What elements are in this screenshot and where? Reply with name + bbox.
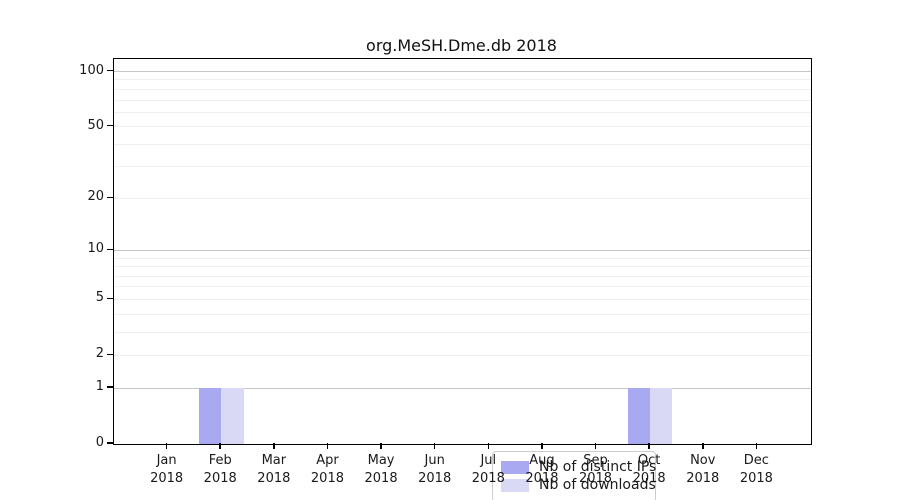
y-gridline-minor: [114, 166, 811, 168]
x-tick-label: Jun 2018: [418, 453, 452, 486]
y-tick-label: 50: [87, 117, 104, 133]
y-gridline-major: [114, 387, 811, 389]
chart-title: org.MeSH.Dme.db 2018: [366, 36, 557, 55]
x-tick-mark: [165, 443, 168, 449]
y-gridline-minor: [114, 99, 811, 101]
y-tick-label: 20: [87, 189, 104, 205]
x-tick-mark: [433, 443, 436, 449]
y-gridline-major: [114, 71, 811, 73]
y-tick-mark: [107, 442, 113, 444]
bar-distinct-ips: [627, 388, 651, 444]
y-gridline-minor: [114, 275, 811, 277]
y-gridline-minor: [114, 286, 811, 288]
y-tick-label: 100: [79, 62, 104, 78]
plot-area: Nb of distinct IPs Nb of downloads: [113, 58, 812, 500]
x-tick-mark: [702, 443, 704, 449]
y-gridline-major: [114, 250, 811, 251]
x-tick-mark: [219, 443, 221, 449]
x-tick-label: Sep 2018: [578, 453, 613, 486]
y-gridline-minor: [114, 331, 811, 333]
y-gridline-minor: [114, 197, 811, 199]
x-tick-mark: [487, 443, 490, 449]
legend-label-downloads: Nb of downloads: [539, 477, 656, 493]
x-tick-mark: [326, 443, 329, 449]
y-gridline-minor: [114, 257, 811, 259]
y-gridline-minor: [114, 266, 811, 268]
y-tick-label: 5: [95, 290, 104, 306]
x-tick-mark: [648, 443, 650, 449]
y-tick-mark: [107, 248, 113, 251]
y-tick-mark: [107, 386, 113, 388]
y-tick-label: 10: [87, 241, 104, 257]
y-tick-mark: [107, 297, 113, 300]
bar-downloads: [650, 388, 673, 444]
y-gridline-minor: [114, 313, 811, 315]
legend: Nb of distinct IPs Nb of downloads: [492, 451, 656, 500]
downloads-swatch: [501, 478, 529, 492]
x-tick-label: Apr 2018: [310, 453, 344, 486]
x-tick-label: Feb 2018: [203, 453, 237, 486]
y-tick-mark: [107, 69, 113, 72]
x-tick-label: Aug 2018: [525, 453, 559, 486]
x-tick-mark: [273, 443, 275, 449]
y-tick-mark: [107, 124, 113, 127]
x-tick-label: Dec 2018: [739, 453, 773, 486]
x-tick-label: May 2018: [364, 453, 398, 486]
legend-entry-distinct-ips: Nb of distinct IPs: [501, 459, 656, 475]
x-tick-label: Nov 2018: [686, 453, 720, 486]
distinct-ips-swatch: [501, 460, 529, 474]
x-tick-label: Oct 2018: [632, 453, 666, 486]
x-tick-label: Jul 2018: [471, 453, 505, 486]
x-tick-label: Jan 2018: [150, 453, 184, 486]
y-gridline-minor: [114, 79, 811, 81]
y-gridline-minor: [114, 111, 811, 113]
x-tick-mark: [541, 443, 543, 449]
legend-label-distinct-ips: Nb of distinct IPs: [539, 459, 657, 475]
x-tick-mark: [380, 443, 382, 449]
y-gridline-minor: [114, 298, 811, 300]
legend-entry-downloads: Nb of downloads: [501, 477, 656, 493]
x-tick-mark: [755, 443, 758, 449]
y-gridline-minor: [114, 126, 811, 128]
bar-downloads: [221, 388, 244, 444]
y-tick-label: 0: [95, 435, 104, 450]
y-gridline-minor: [114, 88, 811, 90]
x-tick-label: Mar 2018: [257, 453, 291, 486]
y-tick-mark: [107, 196, 113, 199]
x-tick-mark: [594, 443, 597, 449]
y-gridline-minor: [114, 354, 811, 356]
y-gridline-minor: [114, 143, 811, 145]
y-tick-mark: [107, 353, 113, 356]
y-tick-label: 2: [95, 346, 104, 362]
y-tick-label: 1: [95, 379, 104, 395]
bar-distinct-ips: [198, 388, 222, 444]
